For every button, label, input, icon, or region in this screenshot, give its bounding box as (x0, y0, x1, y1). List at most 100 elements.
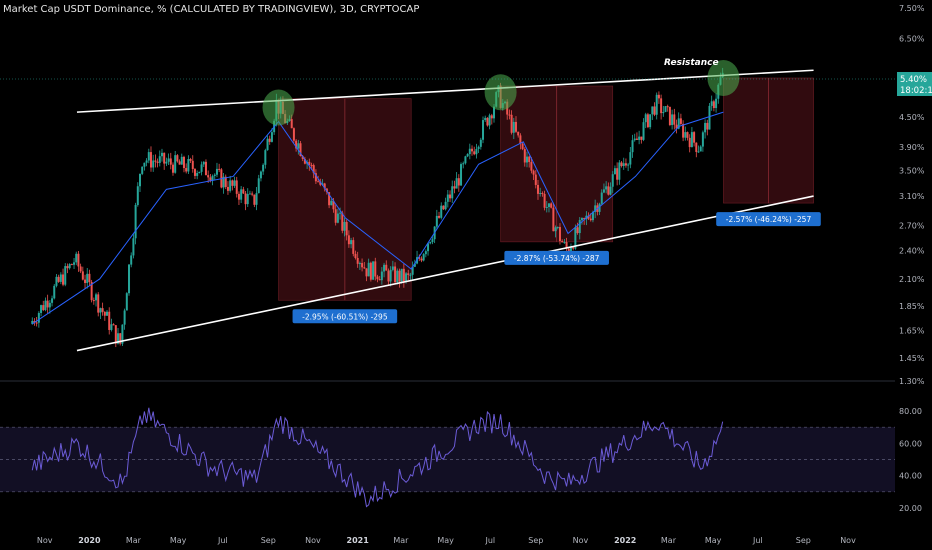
rsi-pane (0, 407, 895, 508)
candle-body (106, 311, 109, 316)
candle-body (202, 161, 205, 165)
candle-body (383, 264, 386, 272)
candle-body (550, 203, 553, 208)
candle-body (541, 192, 544, 194)
candle-body (213, 174, 216, 176)
candle-body (325, 188, 328, 193)
candle-body (673, 114, 676, 125)
candle-body (633, 138, 636, 141)
candle-body (180, 156, 183, 165)
candle-body (374, 261, 377, 277)
time-tick-label: Nov (573, 536, 589, 545)
price-tick-label: 1.85% (899, 302, 925, 311)
candle-body (600, 192, 603, 204)
candle-body (715, 98, 718, 109)
candle-body (490, 115, 493, 119)
candle-body (455, 178, 458, 189)
candle-body (572, 247, 575, 249)
candle-body (640, 136, 643, 140)
candle-body (565, 242, 568, 249)
candle-body (534, 174, 537, 185)
candle-body (631, 140, 634, 153)
candle-body (347, 235, 350, 245)
candle-body (37, 312, 40, 323)
rsi-axis[interactable]: 80.00 60.00 40.00 20.00 (899, 407, 922, 513)
candle-body (292, 128, 295, 141)
candle-body (68, 264, 71, 269)
candle-body (352, 240, 355, 254)
candle-body (671, 114, 674, 126)
candle-body (330, 200, 333, 206)
candle-body (574, 227, 577, 249)
candle-body (396, 270, 399, 283)
candle-body (222, 176, 225, 188)
candle-body (125, 293, 128, 311)
candle-body (486, 117, 489, 126)
candle-body (475, 148, 478, 155)
candle-body (42, 305, 45, 311)
candle-body (226, 186, 229, 191)
candle-body (77, 253, 80, 267)
time-tick-label: Nov (840, 536, 856, 545)
candle-body (675, 124, 678, 129)
candle-body (532, 170, 535, 175)
candle-body (108, 311, 111, 330)
badge-countdown: 18:02:19 (900, 86, 932, 96)
candle-body (123, 310, 126, 325)
candle-body (682, 123, 685, 138)
time-tick-label: Mar (393, 536, 409, 545)
candle-body (561, 241, 564, 243)
candle-body (627, 164, 630, 166)
price-axis[interactable]: 7.50% 6.50% 4.50% 3.90% 3.50% 3.10% 2.70% 2.40%… (899, 4, 925, 386)
measurement-label-bg (504, 250, 609, 265)
resistance-trendline (76, 69, 814, 113)
candle-body (33, 320, 36, 323)
price-tick-label: 2.70% (899, 221, 925, 230)
candle-body (35, 322, 38, 324)
candle-body (57, 276, 60, 282)
candle-body (317, 181, 320, 183)
candle-body (453, 186, 456, 189)
candle-body (312, 165, 315, 174)
candle-body (712, 101, 715, 109)
candle-body (429, 242, 432, 244)
candle-body (31, 320, 34, 324)
price-tick-label: 1.30% (899, 377, 925, 386)
candle-body (576, 227, 579, 234)
candle-body (345, 221, 348, 236)
price-candles (31, 67, 724, 348)
price-tick-label: 2.40% (899, 247, 925, 256)
candle-body (136, 186, 139, 205)
candle-body (688, 137, 691, 148)
candle-body (191, 160, 194, 170)
time-axis[interactable]: Nov 2020 Mar May Jul Sep Nov 2021 Mar May Jul Sep No… (37, 536, 856, 545)
candle-body (510, 114, 513, 133)
candle-body (149, 152, 152, 168)
highlight-markers (262, 60, 740, 126)
candle-body (488, 115, 491, 126)
candle-body (350, 240, 353, 245)
candle-body (609, 186, 612, 195)
candle-body (244, 193, 247, 205)
top-highlight (707, 60, 740, 96)
candle-body (145, 160, 148, 163)
candle-body (611, 174, 614, 187)
candle-body (224, 176, 227, 187)
price-tick-label: 3.10% (899, 192, 925, 201)
candle-body (539, 192, 542, 194)
price-tick-label: 1.45% (899, 354, 925, 363)
candle-body (185, 168, 188, 172)
candle-body (310, 165, 313, 167)
candle-body (664, 106, 667, 112)
candle-body (482, 120, 485, 140)
candle-body (493, 106, 496, 119)
candle-body (354, 253, 357, 259)
time-tick-label: May (170, 536, 187, 545)
candle-body (545, 206, 548, 208)
candle-body (156, 161, 159, 163)
candle-body (440, 205, 443, 218)
time-tick-label: Sep (261, 536, 276, 545)
candle-body (438, 215, 441, 218)
candle-body (618, 162, 621, 180)
